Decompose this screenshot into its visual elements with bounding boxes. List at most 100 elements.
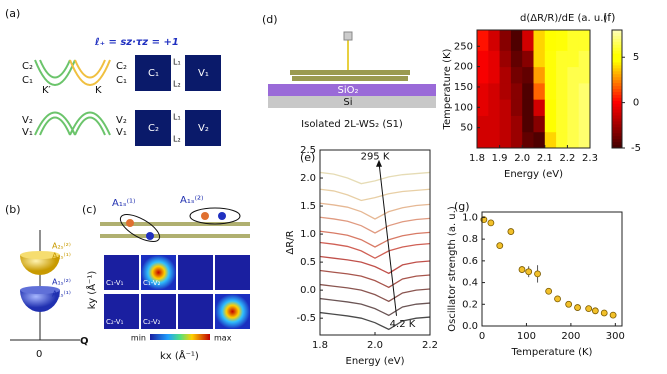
band-label: V₂ xyxy=(22,115,33,126)
heat-cell xyxy=(533,50,546,68)
colorbar-step xyxy=(612,94,622,99)
y-tick-label: 1.5 xyxy=(300,201,316,212)
colorbar-step xyxy=(612,35,622,40)
colorbar-step xyxy=(612,80,622,84)
heat-cell xyxy=(499,82,512,100)
heat-cell xyxy=(510,30,523,51)
x-axis-label: Temperature (K) xyxy=(511,347,593,358)
colorbar-step xyxy=(612,145,622,149)
colorbar-step xyxy=(612,71,622,75)
colorbar-step xyxy=(612,83,622,87)
y-tick-label: 1.0 xyxy=(462,212,478,223)
exciton-label: A₁ₛ⁽¹⁾ xyxy=(112,198,136,209)
heat-cell xyxy=(522,50,534,68)
y-tick-label: 0.0 xyxy=(300,285,316,296)
panel-label: (b) xyxy=(5,203,21,216)
heat-cell xyxy=(533,66,546,84)
heat-cell xyxy=(533,99,546,116)
y-tick-label: -0.5 xyxy=(296,313,316,324)
sphere xyxy=(20,255,60,275)
y-tick-label: 250 xyxy=(454,41,473,52)
state-label: A₂ₛ⁽²⁾ xyxy=(52,242,71,251)
chart: (f) -5 0 5 d(ΔR/R)/dE (a. u.) 50 100 150 200 250 1… xyxy=(442,11,641,180)
heat-cell xyxy=(477,99,489,116)
substrate xyxy=(268,96,436,108)
colorbar-step xyxy=(612,86,622,90)
heat-cell xyxy=(544,131,557,149)
x-tick-label: 1.9 xyxy=(492,153,508,164)
axis-label: kx (Å⁻¹) xyxy=(160,349,199,362)
flake xyxy=(290,70,410,75)
colorbar-step xyxy=(612,56,622,60)
colorbar-step xyxy=(612,53,622,58)
x-tick-label: 2.0 xyxy=(367,340,383,351)
heat-cell xyxy=(533,82,546,100)
colorbar-step xyxy=(612,112,622,117)
heat-cell xyxy=(510,66,523,84)
colorbar-step xyxy=(612,136,622,140)
spectrum-line xyxy=(319,241,431,259)
heat-cell xyxy=(477,50,489,68)
box-label: C₁ xyxy=(148,68,159,79)
colorbar-label: max xyxy=(214,334,232,343)
box-label: V₂ xyxy=(198,123,209,134)
exciton xyxy=(119,214,161,242)
flake xyxy=(292,76,408,81)
heat-cell xyxy=(477,131,489,149)
layer-label: SiO₂ xyxy=(337,85,358,96)
colorbar-step xyxy=(612,62,622,66)
map-box xyxy=(135,55,171,91)
band-label: C₂ xyxy=(22,61,33,72)
map-label: C₂-V₂ xyxy=(143,318,161,326)
map-label: C₁-V₂ xyxy=(143,279,161,287)
y-tick-label: 0.4 xyxy=(462,278,478,289)
map-box xyxy=(215,294,250,329)
annotation: 295 K xyxy=(361,152,390,163)
x-tick-label: 2.1 xyxy=(537,153,553,164)
heat-cell xyxy=(499,66,512,84)
heat-cell xyxy=(488,82,501,100)
x-tick-label: 1.8 xyxy=(469,153,485,164)
panel-label: (e) xyxy=(300,151,315,164)
colorbar-step xyxy=(612,44,622,49)
heat-cell xyxy=(499,30,512,51)
colorbar-step xyxy=(612,139,622,143)
band xyxy=(69,59,111,86)
map-box xyxy=(141,294,176,329)
point xyxy=(525,268,533,276)
heat-cell xyxy=(556,82,568,100)
colorbar-step xyxy=(612,103,622,108)
colorbar-label: min xyxy=(131,334,146,343)
y-tick-label: 0.6 xyxy=(462,256,478,267)
heat-cell xyxy=(522,30,534,51)
lattice xyxy=(100,234,250,238)
heat-cell xyxy=(544,115,557,133)
heat-cell xyxy=(488,99,501,116)
spectrum-line xyxy=(319,269,431,289)
colorbar-step xyxy=(612,121,622,125)
colorbar-step xyxy=(612,106,622,111)
y-tick-label: 100 xyxy=(454,102,473,113)
heat-cell xyxy=(567,115,580,133)
heat-cell xyxy=(488,115,501,133)
y-axis-label: Oscillator strength (a. u.) xyxy=(447,206,458,332)
heat-cell xyxy=(578,50,591,68)
axis-label: Q xyxy=(80,336,89,347)
heat-cell xyxy=(556,115,568,133)
band-label: V₂ xyxy=(116,115,127,126)
hole xyxy=(146,232,154,240)
heat-cell xyxy=(533,30,546,51)
point xyxy=(487,219,495,227)
colorbar-step xyxy=(612,97,622,102)
heat-cell xyxy=(522,131,534,149)
heat-cell xyxy=(477,82,489,100)
heat-cell xyxy=(567,82,580,100)
formula: ℓ₊ = sz·τz = +1 xyxy=(94,37,179,48)
heat-cell xyxy=(544,50,557,68)
spectrum-line xyxy=(319,202,431,220)
substrate xyxy=(268,84,436,96)
heat-cell xyxy=(510,50,523,68)
heat-cell xyxy=(488,66,501,84)
point xyxy=(574,304,581,311)
